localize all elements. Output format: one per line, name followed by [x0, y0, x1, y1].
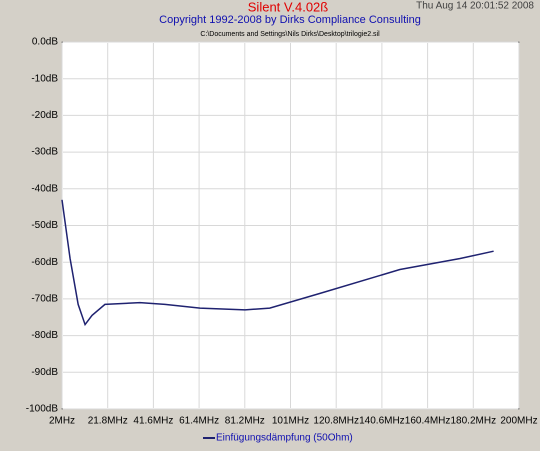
y-tick-label: -90dB: [31, 367, 58, 378]
x-tick-label: 81.2MHz: [225, 416, 265, 427]
y-tick-label: -50dB: [31, 220, 58, 231]
x-tick-label: 180.2MHz: [451, 416, 497, 427]
data-line: [61, 199, 494, 327]
y-tick-label: -60dB: [31, 257, 58, 268]
y-tick-label: -20dB: [31, 110, 58, 121]
timestamp: Thu Aug 14 20:01:52 2008: [416, 1, 534, 12]
y-tick-label: 0.0dB: [32, 37, 58, 48]
x-tick-label: 200MHz: [500, 416, 537, 427]
file-path: C:\Documents and Settings\Nils Dirks\Des…: [200, 31, 380, 38]
y-tick-label: -10dB: [31, 73, 58, 84]
y-tick-label: -40dB: [31, 183, 58, 194]
chart-subtitle: Copyright 1992-2008 by Dirks Compliance …: [159, 14, 421, 26]
y-tick-label: -70dB: [31, 294, 58, 305]
x-tick-label: 101MHz: [272, 416, 309, 427]
chart-title: Silent V.4.02ß: [248, 0, 329, 14]
x-tick-label: 21.8MHz: [88, 416, 128, 427]
x-tick-label: 160.4MHz: [405, 416, 451, 427]
x-tick-label: 120.8MHz: [313, 416, 359, 427]
legend-label: Einfügungsdämpfung (50Ohm): [216, 433, 353, 444]
y-tick-label: -100dB: [26, 404, 59, 415]
y-tick-label: -30dB: [31, 147, 58, 158]
x-tick-label: 61.4MHz: [179, 416, 219, 427]
x-tick-label: 2MHz: [49, 416, 75, 427]
x-tick-label: 140.6MHz: [359, 416, 405, 427]
x-tick-label: 41.6MHz: [133, 416, 173, 427]
y-tick-label: -80dB: [31, 330, 58, 341]
